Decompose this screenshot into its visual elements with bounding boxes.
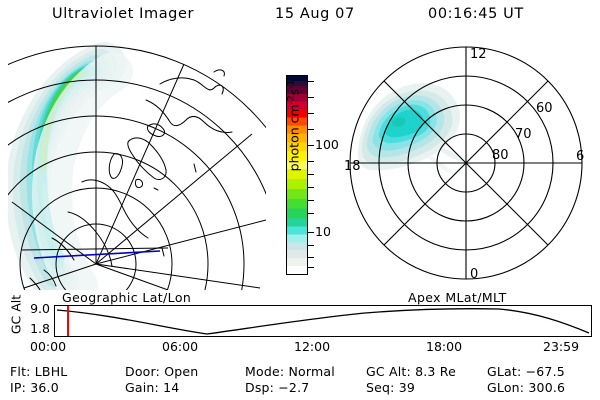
colorbar-minor-tick bbox=[308, 245, 314, 246]
mlt-label-18: 18 bbox=[344, 159, 361, 174]
apex-polar-panel[interactable]: 12 6 0 18 60 70 80 bbox=[340, 42, 595, 290]
status-glon: GLon: 300.6 bbox=[487, 380, 566, 395]
mlat-label-70: 70 bbox=[515, 127, 532, 142]
altitude-xtick: 00:00 bbox=[30, 339, 67, 354]
altitude-xtick: 23:59 bbox=[543, 339, 580, 354]
status-block: Flt: LBHL IP: 36.0 Door: Open Gain: 14 M… bbox=[0, 364, 600, 398]
colorbar-label-10: 10 bbox=[315, 224, 331, 239]
colorbar-minor-tick bbox=[308, 174, 314, 175]
colorbar-axis-exponent-2: -1 bbox=[286, 79, 297, 89]
colorbar-minor-tick bbox=[308, 161, 314, 162]
colorbar-minor-tick bbox=[308, 129, 314, 130]
mlat-label-80: 80 bbox=[492, 148, 509, 163]
page-title: Ultraviolet Imager bbox=[52, 6, 195, 22]
colorbar-minor-tick bbox=[308, 113, 314, 114]
apex-polar-svg: 12 6 0 18 60 70 80 bbox=[344, 46, 584, 282]
altitude-xtick: 06:00 bbox=[162, 339, 199, 354]
colorbar-gradient bbox=[286, 75, 308, 275]
status-gain: Gain: 14 bbox=[125, 380, 180, 395]
colorbar-tick-10 bbox=[308, 232, 314, 233]
terminator-line bbox=[33, 250, 161, 259]
altitude-ytick-high: 9.0 bbox=[30, 301, 50, 316]
mlt-label-0: 0 bbox=[470, 267, 478, 282]
colorbar-axis-exponent-1: -2 bbox=[286, 95, 297, 105]
geographic-map-panel[interactable] bbox=[8, 42, 266, 290]
status-glat: GLat: −67.5 bbox=[487, 364, 565, 379]
colorbar-panel: 100 10 photon cm-2s-1 bbox=[270, 48, 342, 293]
altitude-curve-svg bbox=[56, 306, 590, 336]
geographic-panel-caption: Geographic Lat/Lon bbox=[62, 290, 192, 305]
colorbar-tick-100 bbox=[308, 145, 314, 146]
status-seq: Seq: 39 bbox=[366, 380, 416, 395]
status-mode: Mode: Normal bbox=[245, 364, 335, 379]
colorbar-minor-tick bbox=[308, 267, 314, 268]
colorbar-axis-label: photon cm-2s-1 bbox=[286, 66, 301, 186]
colorbar-minor-tick bbox=[308, 187, 314, 188]
status-gc-alt: GC Alt: 8.3 Re bbox=[366, 364, 456, 379]
colorbar-minor-tick bbox=[308, 200, 314, 201]
colorbar-minor-tick bbox=[308, 257, 314, 258]
altitude-xtick: 18:00 bbox=[426, 339, 463, 354]
altitude-timeline-panel[interactable]: GC Alt 9.0 1.8 00:00 06:00 12:00 18:00 2… bbox=[0, 295, 600, 355]
apex-panel-caption: Apex MLat/MLT bbox=[408, 290, 507, 305]
status-dsp: Dsp: −2.7 bbox=[245, 380, 310, 395]
status-filter: Flt: LBHL bbox=[10, 364, 68, 379]
altitude-plot-box[interactable] bbox=[54, 305, 592, 337]
mlt-label-12: 12 bbox=[470, 47, 487, 62]
mlat-label-60: 60 bbox=[536, 101, 553, 116]
status-ip: IP: 36.0 bbox=[10, 380, 59, 395]
altitude-ytick-low: 1.8 bbox=[30, 321, 50, 336]
observation-date: 15 Aug 07 bbox=[275, 6, 355, 22]
geographic-map-svg bbox=[8, 42, 266, 290]
altitude-xtick: 12:00 bbox=[294, 339, 331, 354]
mlt-label-6: 6 bbox=[576, 149, 584, 164]
colorbar-axis-label-main: photon cm bbox=[286, 104, 302, 172]
colorbar-label-100: 100 bbox=[315, 137, 339, 152]
colorbar-minor-tick bbox=[308, 81, 314, 82]
status-door: Door: Open bbox=[125, 364, 199, 379]
colorbar-minor-tick bbox=[308, 213, 314, 214]
colorbar-minor-tick bbox=[308, 97, 314, 98]
altitude-curve bbox=[56, 307, 590, 335]
colorbar-axis-label-mid: s bbox=[286, 88, 302, 96]
header-bar: Ultraviolet Imager 15 Aug 07 00:16:45 UT bbox=[0, 6, 600, 32]
observation-time: 00:16:45 UT bbox=[428, 6, 524, 22]
